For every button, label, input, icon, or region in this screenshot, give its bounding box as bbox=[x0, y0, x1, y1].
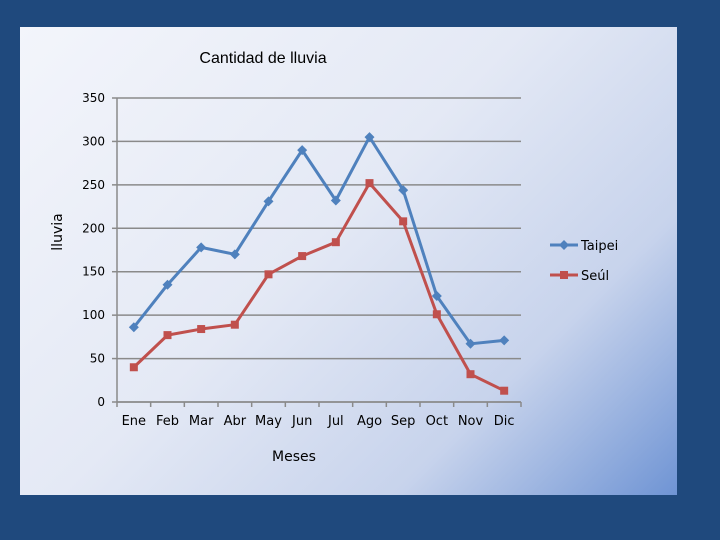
axes bbox=[116, 98, 522, 407]
x-tick-label: Jun bbox=[291, 414, 312, 429]
y-tick-label: 250 bbox=[82, 178, 105, 192]
x-tick-label: Dic bbox=[494, 414, 515, 429]
data-point bbox=[432, 310, 441, 319]
x-tick-labels: Ene Feb Mar Abr May Jun Jul Ago Sep Oct Nov Dic bbox=[122, 414, 515, 429]
x-tick-label: Oct bbox=[426, 414, 448, 429]
data-point bbox=[230, 320, 239, 329]
y-tick-label: 50 bbox=[90, 352, 105, 366]
chart-panel: Cantidad de lluvia 0 50 100 150 200 250 300 350… bbox=[20, 27, 677, 495]
gridlines bbox=[112, 97, 521, 403]
x-tick-label: Ago bbox=[357, 414, 382, 429]
data-point bbox=[197, 325, 206, 334]
data-point bbox=[364, 132, 375, 143]
data-point bbox=[162, 279, 173, 290]
series-0 bbox=[128, 132, 510, 349]
x-tick-label: Abr bbox=[224, 414, 247, 429]
series-line bbox=[132, 135, 505, 346]
data-point bbox=[431, 291, 442, 302]
x-tick-label: Jul bbox=[327, 414, 344, 429]
data-point bbox=[500, 386, 509, 395]
data-point bbox=[398, 185, 409, 196]
x-tick-label: Ene bbox=[122, 414, 146, 429]
y-tick-label: 0 bbox=[97, 395, 105, 409]
y-tick-label: 350 bbox=[82, 91, 105, 105]
data-point bbox=[297, 145, 308, 156]
data-point bbox=[128, 322, 139, 333]
y-tick-label: 200 bbox=[82, 221, 105, 235]
legend-marker bbox=[559, 240, 569, 250]
data-point bbox=[465, 338, 476, 349]
x-tick-label: Mar bbox=[189, 414, 214, 429]
data-point bbox=[399, 217, 408, 226]
chart-title: Cantidad de lluvia bbox=[199, 50, 326, 67]
series-group bbox=[128, 132, 510, 395]
data-point bbox=[331, 238, 340, 247]
series-1 bbox=[129, 179, 509, 395]
data-point bbox=[196, 242, 207, 253]
y-axis-label: lluvia bbox=[50, 213, 66, 250]
data-point bbox=[499, 335, 510, 346]
data-point bbox=[264, 270, 273, 279]
data-point bbox=[330, 195, 341, 206]
legend: Taipei Seúl bbox=[550, 239, 618, 284]
data-point bbox=[229, 249, 240, 260]
series-line bbox=[132, 181, 505, 393]
legend-label: Taipei bbox=[580, 239, 618, 254]
x-tick-label: Nov bbox=[458, 414, 484, 429]
y-tick-label: 100 bbox=[82, 308, 105, 322]
legend-label: Seúl bbox=[581, 269, 609, 284]
data-point bbox=[263, 196, 274, 207]
legend-marker bbox=[560, 271, 568, 279]
data-point bbox=[466, 370, 475, 379]
x-tick-label: May bbox=[255, 414, 282, 429]
x-tick-label: Sep bbox=[391, 414, 416, 429]
x-tick-label: Feb bbox=[156, 414, 179, 429]
data-point bbox=[298, 252, 307, 261]
y-tick-label: 300 bbox=[82, 134, 105, 148]
data-point bbox=[129, 363, 138, 372]
x-axis-label: Meses bbox=[272, 449, 316, 465]
y-tick-label: 150 bbox=[82, 265, 105, 279]
data-point bbox=[163, 331, 172, 340]
data-point bbox=[365, 179, 374, 188]
rainfall-line-chart: Cantidad de lluvia 0 50 100 150 200 250 300 350… bbox=[50, 50, 618, 465]
y-tick-labels: 0 50 100 150 200 250 300 350 bbox=[82, 91, 105, 409]
